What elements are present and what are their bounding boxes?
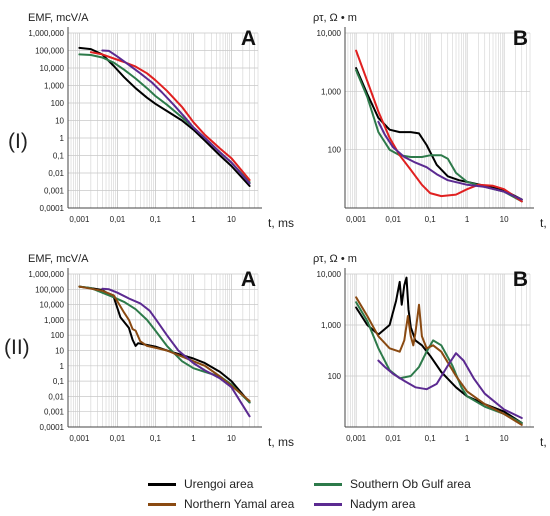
panel-letter: B — [513, 268, 528, 291]
series-line-southern_ob — [78, 53, 251, 184]
series-line-urengoi — [355, 67, 523, 201]
x-tick-label: 0,001 — [69, 434, 90, 443]
row-label-2: (II) — [4, 336, 30, 359]
x-tick-label: 10 — [500, 215, 509, 224]
panel-3: 0,001 0,01 0,1 1 10 1,000,000 100,000 10,000 1,0… — [28, 253, 294, 449]
x-tick-label: 1 — [191, 434, 196, 443]
y-tick-label: 1 — [60, 134, 65, 143]
series-line-urengoi — [78, 46, 251, 187]
x-tick-label: 1 — [465, 434, 470, 443]
x-axis-label: t, ms — [540, 216, 550, 230]
legend: Urengoi area Southern Ob Gulf area North… — [0, 468, 550, 516]
legend-item-urengoi: Urengoi area — [148, 477, 253, 491]
x-axis-label: t, ms — [268, 435, 294, 449]
series-line-northern_yamal — [355, 296, 523, 426]
y-tick-label: 0,01 — [48, 169, 64, 178]
panel-1: 0,001 0,01 0,1 1 10 1,000,000 100,000 10,000 1,0… — [28, 12, 294, 230]
panel-4: 0,001 0,01 0,1 1 10 10,000 1,000 100 ρτ, Ω • m t,… — [313, 253, 550, 449]
series-line-southern_ob — [355, 69, 523, 203]
panel-letter: A — [241, 27, 256, 50]
legend-label-northern-yamal: Northern Yamal area — [184, 497, 295, 511]
x-tick-label: 10 — [227, 215, 236, 224]
y-tick-label: 1,000 — [44, 316, 65, 325]
y-tick-label: 1,000,000 — [28, 29, 64, 38]
y-axis-label: ρτ, Ω • m — [313, 12, 357, 24]
y-tick-label: 0,1 — [53, 377, 65, 386]
y-axis-label: ρτ, Ω • m — [313, 253, 357, 265]
y-tick-label: 100,000 — [35, 285, 64, 294]
y-tick-label: 1,000 — [321, 87, 342, 96]
x-tick-label: 1 — [191, 215, 196, 224]
y-tick-label: 1 — [60, 362, 65, 371]
series-line-red — [355, 49, 523, 203]
x-tick-label: 10 — [500, 434, 509, 443]
series-line-urengoi — [78, 285, 251, 404]
y-tick-label: 10,000 — [317, 29, 342, 38]
series-line-nadym — [377, 120, 523, 201]
x-tick-label: 0,01 — [110, 434, 126, 443]
legend-swatch-nadym — [314, 502, 342, 506]
y-tick-label: 100,000 — [35, 47, 64, 56]
row-label-1: (I) — [8, 130, 28, 153]
y-tick-label: 0,01 — [48, 392, 64, 401]
panel-letter: A — [241, 268, 256, 291]
x-tick-label: 0,001 — [346, 434, 367, 443]
y-tick-label: 0,001 — [44, 408, 65, 417]
y-tick-label: 0,001 — [44, 187, 65, 196]
legend-label-southern-ob: Southern Ob Gulf area — [350, 477, 471, 491]
series-line-red — [89, 51, 251, 181]
legend-swatch-urengoi — [148, 482, 176, 486]
legend-item-northern-yamal: Northern Yamal area — [148, 497, 294, 511]
series-line-northern_yamal — [78, 285, 251, 402]
y-tick-label: 10,000 — [40, 301, 65, 310]
x-tick-label: 1 — [465, 215, 470, 224]
panel-letter: B — [513, 27, 528, 50]
series-line-nadym — [377, 352, 523, 419]
x-tick-label: 10 — [227, 434, 236, 443]
y-tick-label: 10 — [55, 117, 64, 126]
x-tick-label: 0,01 — [385, 215, 401, 224]
legend-swatch-northern-yamal — [148, 502, 176, 506]
y-tick-label: 1,000,000 — [28, 270, 64, 279]
x-tick-label: 0,1 — [425, 434, 437, 443]
y-tick-label: 100 — [51, 331, 65, 340]
y-tick-label: 100 — [328, 146, 342, 155]
series-line-nadym — [101, 287, 251, 418]
y-tick-label: 10 — [55, 347, 64, 356]
legend-label-urengoi: Urengoi area — [184, 477, 254, 491]
panel-2: 0,001 0,01 0,1 1 10 10,000 1,000 100 ρτ, Ω • m t,… — [313, 12, 550, 230]
y-axis-label: EMF, mcV/A — [28, 253, 89, 265]
y-tick-label: 0,1 — [53, 152, 65, 161]
x-axis-label: t, ms — [268, 216, 294, 230]
y-tick-label: 10,000 — [317, 270, 342, 279]
x-axis-label: t, ms — [540, 435, 550, 449]
series-line-nadym — [101, 49, 251, 185]
legend-swatch-southern-ob — [314, 482, 342, 486]
x-tick-label: 0,1 — [150, 215, 162, 224]
legend-item-southern-ob: Southern Ob Gulf area — [314, 477, 471, 491]
x-tick-label: 0,1 — [150, 434, 162, 443]
y-tick-label: 1,000 — [321, 321, 342, 330]
y-axis-label: EMF, mcV/A — [28, 12, 89, 24]
x-tick-label: 0,01 — [110, 215, 126, 224]
y-tick-label: 100 — [51, 99, 65, 108]
x-tick-label: 0,01 — [385, 434, 401, 443]
y-tick-label: 100 — [328, 372, 342, 381]
legend-label-nadym: Nadym area — [350, 497, 416, 511]
y-tick-label: 0,0001 — [40, 204, 65, 213]
x-tick-label: 0,001 — [346, 215, 367, 224]
y-tick-label: 1,000 — [44, 82, 65, 91]
x-tick-label: 0,1 — [425, 215, 437, 224]
legend-item-nadym: Nadym area — [314, 497, 415, 511]
x-tick-label: 0,001 — [69, 215, 90, 224]
y-tick-label: 10,000 — [40, 64, 65, 73]
y-tick-label: 0,0001 — [40, 423, 65, 432]
series-line-southern_ob — [78, 285, 251, 404]
